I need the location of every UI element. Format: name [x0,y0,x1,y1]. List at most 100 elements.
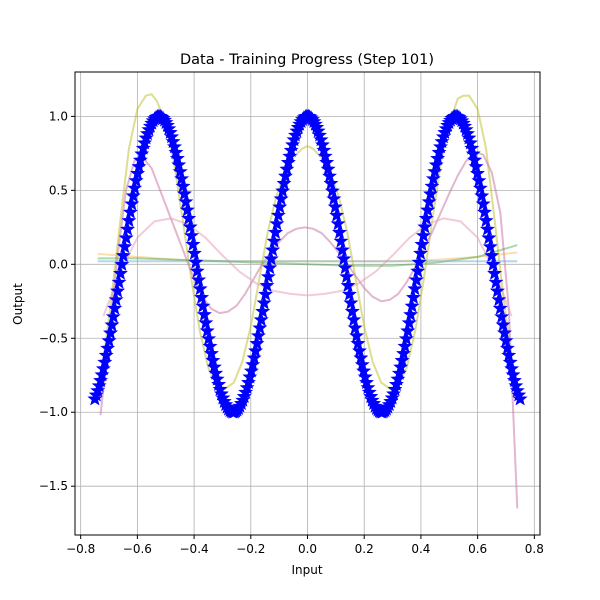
target-point [174,171,190,186]
y-tick-label: −1.5 [39,479,68,493]
target-point [121,212,137,228]
target-point [196,306,212,322]
y-tick-label: −0.5 [39,331,68,345]
target-point [270,207,286,222]
target-point [256,295,272,310]
target-point [478,212,494,228]
target-point [414,236,430,251]
target-point [191,272,207,287]
target-point [495,317,511,332]
target-point [408,272,424,287]
target-point [272,199,288,214]
x-tick-label: 0.6 [468,542,487,556]
target-point [268,224,283,239]
target-point [480,221,495,236]
target-point [352,343,367,358]
target-point [403,306,419,322]
x-tick-label: −0.2 [236,542,265,556]
target-point [406,289,421,304]
target-point [337,260,353,275]
x-tick-label: −0.4 [180,542,209,556]
target-point [489,283,505,298]
target-point [178,194,194,209]
target-point [498,333,514,348]
target-point [492,300,508,315]
y-tick-label: 0.5 [49,183,68,197]
target-point [123,204,138,219]
target-point [350,335,366,350]
target-point [184,227,200,243]
target-point [347,320,363,335]
target-point [107,300,123,315]
target-point [418,210,434,225]
target-point [485,256,501,271]
target-point [253,312,269,327]
target-point [340,277,356,292]
target-point [344,303,360,318]
target-point [324,183,340,198]
target-point [260,268,276,284]
target-point [472,180,488,195]
x-tick-label: 0.2 [355,542,374,556]
target-point [475,196,491,211]
target-point [201,331,217,346]
y-tick-label: 1.0 [49,109,68,123]
target-point [195,298,211,313]
target-point [349,328,365,343]
target-point [266,233,282,248]
target-point [124,196,140,211]
target-point [417,219,433,234]
target-point [334,242,350,257]
target-point [491,292,507,307]
x-tick-label: −0.8 [66,542,95,556]
x-tick-label: 0.0 [298,542,317,556]
target-point [336,251,352,266]
prediction-line-3 [102,217,513,317]
target-point [339,268,355,284]
target-point [252,320,268,335]
target-point [482,239,498,254]
target-point [181,210,197,225]
x-tick-label: 0.8 [525,542,544,556]
target-point [192,281,208,296]
target-point [111,274,127,289]
target-point [269,216,285,231]
target-point [342,286,357,301]
target-point [177,186,192,201]
target-point [117,239,133,254]
target-point [329,207,345,222]
model-predictions [93,93,522,509]
target-point [110,283,126,298]
x-tick-label: 0.4 [411,542,430,556]
target-point [488,274,504,289]
target-point [118,230,134,245]
target-point [333,233,349,248]
target-point [401,315,417,330]
target-point [481,230,497,245]
target-point [471,172,487,188]
target-point [477,204,492,219]
target-point [346,312,362,327]
target-point [474,188,490,203]
target-points [87,108,528,419]
target-point [323,175,339,190]
target-point [115,247,131,263]
target-point [496,325,513,340]
target-point [255,303,271,318]
target-point [185,236,201,251]
target-point [326,191,342,206]
target-point [410,263,426,278]
target-point [407,281,423,296]
x-tick-label: −0.6 [123,542,152,556]
target-point [199,323,215,338]
target-point [187,245,202,260]
target-point [413,245,428,260]
target-point [512,391,528,406]
prediction-line-2 [99,150,519,509]
target-point [108,292,124,307]
target-point [105,309,121,324]
target-point [198,315,214,330]
target-point [202,338,218,353]
